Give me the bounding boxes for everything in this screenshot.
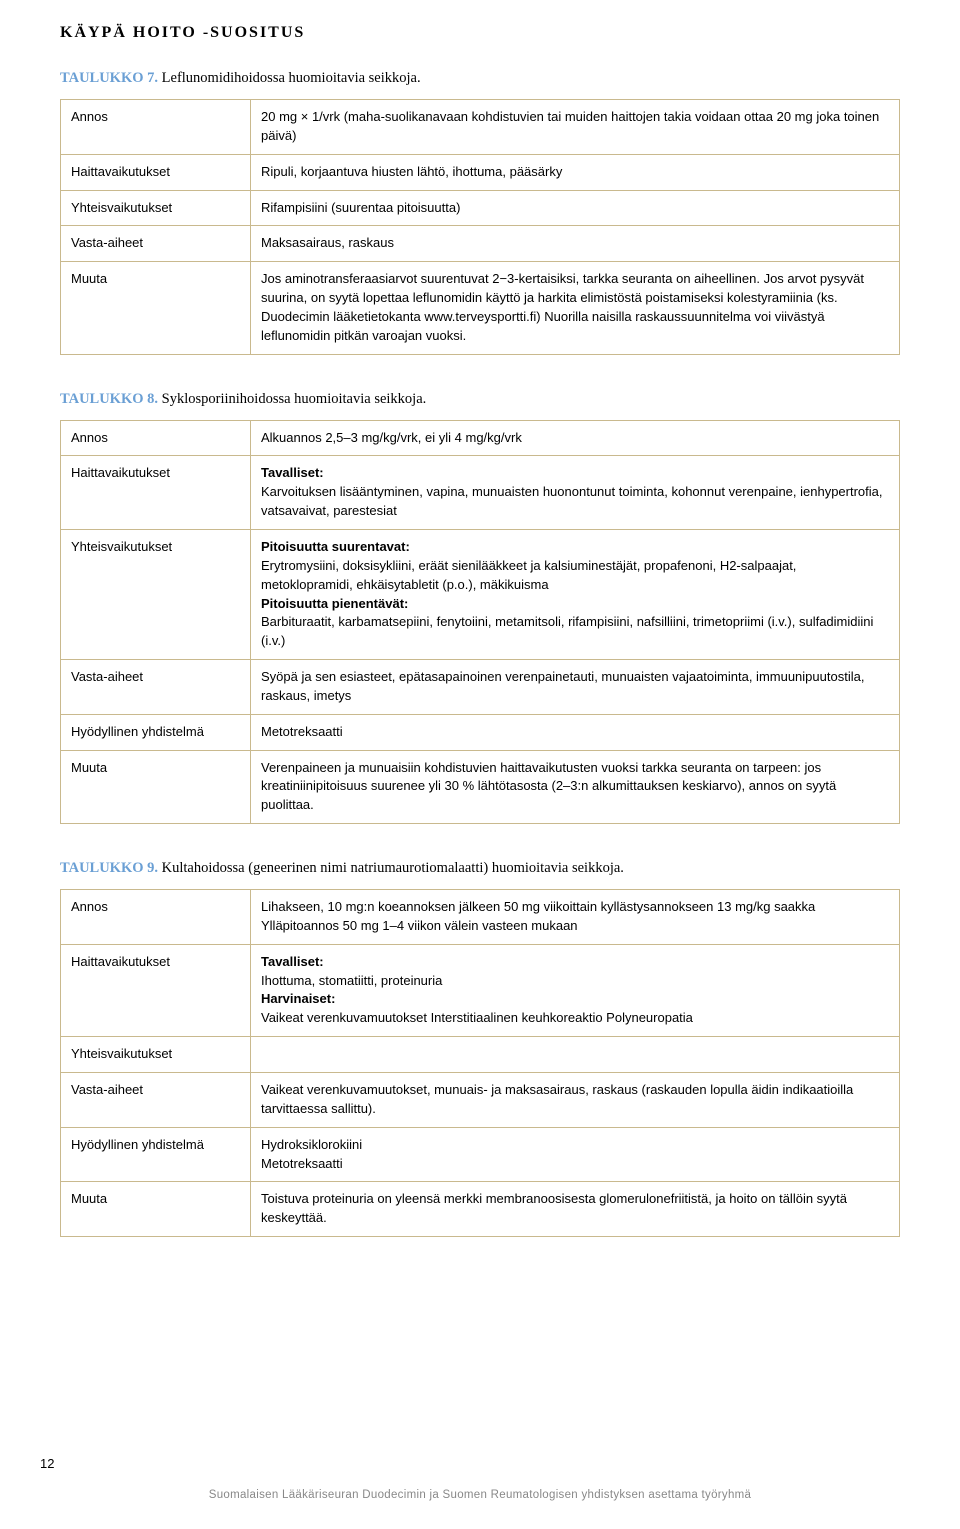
table-row: YhteisvaikutuksetPitoisuutta suurentavat… [61, 529, 900, 659]
row-value: Alkuannos 2,5–3 mg/kg/vrk, ei yli 4 mg/k… [251, 420, 900, 456]
row-label: Vasta-aiheet [61, 660, 251, 715]
table-caption-text: Syklosporiinihoidossa huomioitavia seikk… [158, 391, 426, 407]
row-label: Muuta [61, 262, 251, 354]
table-caption-number: TAULUKKO 8. [60, 391, 158, 407]
table-row: Annos20 mg × 1/vrk (maha-suolikanavaan k… [61, 100, 900, 155]
row-label: Hyödyllinen yhdistelmä [61, 1127, 251, 1182]
row-label: Yhteisvaikutukset [61, 529, 251, 659]
table-caption-number: TAULUKKO 9. [60, 860, 158, 876]
tables-container: TAULUKKO 7. Leflunomidihoidossa huomioit… [60, 70, 900, 1237]
table-row: Vasta-aiheetVaikeat verenkuvamuutokset, … [61, 1073, 900, 1128]
row-label: Muuta [61, 1182, 251, 1237]
table-row: Vasta-aiheetMaksasairaus, raskaus [61, 226, 900, 262]
table-row: AnnosAlkuannos 2,5–3 mg/kg/vrk, ei yli 4… [61, 420, 900, 456]
row-value: Metotreksaatti [251, 714, 900, 750]
row-value: Tavalliset:Karvoituksen lisääntyminen, v… [251, 456, 900, 530]
data-table: AnnosAlkuannos 2,5–3 mg/kg/vrk, ei yli 4… [60, 420, 900, 825]
row-label: Vasta-aiheet [61, 226, 251, 262]
row-label: Haittavaikutukset [61, 456, 251, 530]
row-value: Maksasairaus, raskaus [251, 226, 900, 262]
table-caption-text: Leflunomidihoidossa huomioitavia seikkoj… [158, 70, 421, 86]
row-value: Toistuva proteinuria on yleensä merkki m… [251, 1182, 900, 1237]
row-value: HydroksiklorokiiniMetotreksaatti [251, 1127, 900, 1182]
data-table: Annos20 mg × 1/vrk (maha-suolikanavaan k… [60, 99, 900, 355]
row-value: 20 mg × 1/vrk (maha-suolikanavaan kohdis… [251, 100, 900, 155]
table-block: TAULUKKO 8. Syklosporiinihoidossa huomio… [60, 391, 900, 825]
table-row: HaittavaikutuksetTavalliset:Karvoituksen… [61, 456, 900, 530]
row-label: Annos [61, 100, 251, 155]
row-value: Pitoisuutta suurentavat:Erytromysiini, d… [251, 529, 900, 659]
row-value [251, 1037, 900, 1073]
table-row: Yhteisvaikutukset [61, 1037, 900, 1073]
row-value: Rifampisiini (suurentaa pitoisuutta) [251, 190, 900, 226]
table-row: HaittavaikutuksetRipuli, korjaantuva hiu… [61, 154, 900, 190]
footer-text: Suomalaisen Lääkäriseuran Duodecimin ja … [0, 1489, 960, 1501]
table-row: MuutaJos aminotransferaasiarvot suurentu… [61, 262, 900, 354]
row-label: Yhteisvaikutukset [61, 1037, 251, 1073]
table-caption: TAULUKKO 7. Leflunomidihoidossa huomioit… [60, 70, 900, 87]
row-value: Lihakseen, 10 mg:n koeannoksen jälkeen 5… [251, 890, 900, 945]
row-label: Yhteisvaikutukset [61, 190, 251, 226]
page-pretitle: KÄYPÄ HOITO -SUOSITUS [60, 24, 900, 42]
row-label: Haittavaikutukset [61, 154, 251, 190]
row-label: Annos [61, 890, 251, 945]
row-label: Annos [61, 420, 251, 456]
table-caption-number: TAULUKKO 7. [60, 70, 158, 86]
row-value: Verenpaineen ja munuaisiin kohdistuvien … [251, 750, 900, 824]
row-value: Tavalliset:Ihottuma, stomatiitti, protei… [251, 944, 900, 1036]
row-label: Vasta-aiheet [61, 1073, 251, 1128]
table-row: HaittavaikutuksetTavalliset:Ihottuma, st… [61, 944, 900, 1036]
table-block: TAULUKKO 7. Leflunomidihoidossa huomioit… [60, 70, 900, 355]
table-row: YhteisvaikutuksetRifampisiini (suurentaa… [61, 190, 900, 226]
row-label: Hyödyllinen yhdistelmä [61, 714, 251, 750]
table-row: Vasta-aiheetSyöpä ja sen esiasteet, epät… [61, 660, 900, 715]
table-row: AnnosLihakseen, 10 mg:n koeannoksen jälk… [61, 890, 900, 945]
row-value: Jos aminotransferaasiarvot suurentuvat 2… [251, 262, 900, 354]
table-row: Hyödyllinen yhdistelmäMetotreksaatti [61, 714, 900, 750]
row-value: Syöpä ja sen esiasteet, epätasapainoinen… [251, 660, 900, 715]
table-row: MuutaToistuva proteinuria on yleensä mer… [61, 1182, 900, 1237]
table-block: TAULUKKO 9. Kultahoidossa (geneerinen ni… [60, 860, 900, 1237]
table-caption: TAULUKKO 8. Syklosporiinihoidossa huomio… [60, 391, 900, 408]
row-label: Muuta [61, 750, 251, 824]
table-row: Hyödyllinen yhdistelmäHydroksiklorokiini… [61, 1127, 900, 1182]
row-value: Ripuli, korjaantuva hiusten lähtö, ihott… [251, 154, 900, 190]
row-label: Haittavaikutukset [61, 944, 251, 1036]
page-number: 12 [40, 1456, 54, 1471]
row-value: Vaikeat verenkuvamuutokset, munuais- ja … [251, 1073, 900, 1128]
table-row: MuutaVerenpaineen ja munuaisiin kohdistu… [61, 750, 900, 824]
table-caption-text: Kultahoidossa (geneerinen nimi natriumau… [158, 860, 624, 876]
data-table: AnnosLihakseen, 10 mg:n koeannoksen jälk… [60, 889, 900, 1237]
table-caption: TAULUKKO 9. Kultahoidossa (geneerinen ni… [60, 860, 900, 877]
